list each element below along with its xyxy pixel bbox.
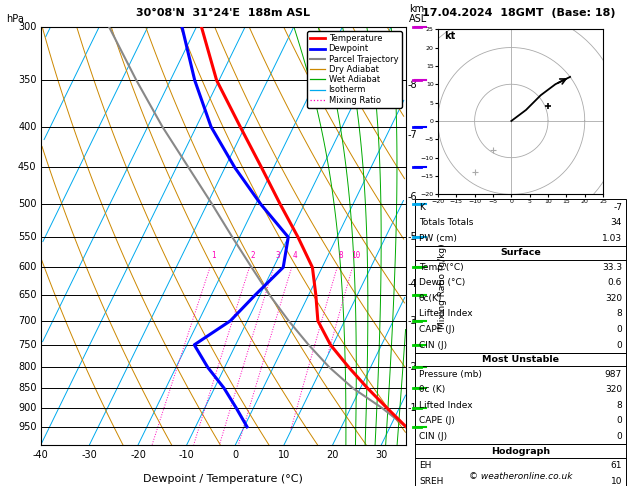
- Text: 10: 10: [611, 477, 622, 486]
- Text: 900: 900: [18, 403, 36, 413]
- Text: 0: 0: [616, 325, 622, 334]
- Text: 500: 500: [18, 199, 36, 209]
- Text: Totals Totals: Totals Totals: [419, 218, 473, 227]
- Text: CIN (J): CIN (J): [419, 432, 447, 441]
- Text: Mixing Ratio (g/kg): Mixing Ratio (g/kg): [438, 243, 447, 329]
- Text: -8: -8: [408, 80, 417, 90]
- Text: 8: 8: [338, 251, 343, 260]
- Text: km
ASL: km ASL: [409, 4, 427, 24]
- Text: 1: 1: [211, 251, 216, 260]
- Text: hPa: hPa: [6, 14, 24, 24]
- Text: 33.3: 33.3: [602, 263, 622, 272]
- Text: Pressure (mb): Pressure (mb): [419, 370, 482, 379]
- Text: 0: 0: [232, 450, 238, 460]
- Text: 350: 350: [18, 75, 36, 85]
- Text: 10: 10: [278, 450, 290, 460]
- Text: SREH: SREH: [419, 477, 443, 486]
- Text: 650: 650: [18, 290, 36, 300]
- Text: 0: 0: [616, 341, 622, 349]
- Text: Dewpoint / Temperature (°C): Dewpoint / Temperature (°C): [143, 474, 303, 484]
- Text: -20: -20: [130, 450, 146, 460]
- Legend: Temperature, Dewpoint, Parcel Trajectory, Dry Adiabat, Wet Adiabat, Isotherm, Mi: Temperature, Dewpoint, Parcel Trajectory…: [307, 31, 401, 108]
- Text: 987: 987: [605, 370, 622, 379]
- Text: CIN (J): CIN (J): [419, 341, 447, 349]
- Text: -1: -1: [408, 403, 417, 413]
- Text: 550: 550: [18, 232, 36, 242]
- Text: 400: 400: [18, 122, 36, 132]
- Text: 34: 34: [611, 218, 622, 227]
- Text: 300: 300: [18, 22, 36, 32]
- Text: 1.03: 1.03: [602, 234, 622, 243]
- Text: 20: 20: [326, 450, 339, 460]
- Text: -7: -7: [613, 203, 622, 211]
- Text: -4: -4: [408, 279, 417, 289]
- Text: EH: EH: [419, 461, 431, 470]
- Text: Lifted Index: Lifted Index: [419, 401, 472, 410]
- Text: K: K: [419, 203, 425, 211]
- Text: 800: 800: [18, 362, 36, 372]
- Text: 8: 8: [616, 310, 622, 318]
- Text: θᴄ(K): θᴄ(K): [419, 294, 442, 303]
- Text: -10: -10: [179, 450, 195, 460]
- Text: 30°08'N  31°24'E  188m ASL: 30°08'N 31°24'E 188m ASL: [136, 8, 310, 18]
- Text: Most Unstable: Most Unstable: [482, 355, 559, 364]
- Text: Surface: Surface: [500, 248, 541, 257]
- Text: -2: -2: [408, 362, 417, 372]
- Text: CAPE (J): CAPE (J): [419, 325, 455, 334]
- Text: 850: 850: [18, 383, 36, 393]
- Text: 2: 2: [251, 251, 255, 260]
- Text: 3: 3: [275, 251, 280, 260]
- Text: 450: 450: [18, 162, 36, 173]
- Text: -3: -3: [408, 316, 417, 326]
- Text: 0.6: 0.6: [608, 278, 622, 287]
- Text: CAPE (J): CAPE (J): [419, 417, 455, 425]
- Text: 30: 30: [376, 450, 387, 460]
- Text: 61: 61: [611, 461, 622, 470]
- Text: -6: -6: [408, 192, 417, 202]
- Text: -40: -40: [33, 450, 49, 460]
- Text: -30: -30: [82, 450, 97, 460]
- Text: Temp (°C): Temp (°C): [419, 263, 464, 272]
- Text: 4: 4: [293, 251, 298, 260]
- Text: 0: 0: [616, 417, 622, 425]
- Text: kt: kt: [445, 31, 456, 41]
- Text: 950: 950: [18, 422, 36, 432]
- Text: 17.04.2024  18GMT  (Base: 18): 17.04.2024 18GMT (Base: 18): [422, 8, 616, 18]
- Text: Lifted Index: Lifted Index: [419, 310, 472, 318]
- Text: Hodograph: Hodograph: [491, 447, 550, 455]
- Text: 0: 0: [616, 432, 622, 441]
- Text: © weatheronline.co.uk: © weatheronline.co.uk: [469, 472, 572, 481]
- Text: -5: -5: [408, 232, 417, 242]
- Text: 320: 320: [605, 385, 622, 394]
- Text: Dewp (°C): Dewp (°C): [419, 278, 465, 287]
- Text: 8: 8: [616, 401, 622, 410]
- Text: PW (cm): PW (cm): [419, 234, 457, 243]
- Text: -7: -7: [408, 130, 417, 140]
- Text: 10: 10: [351, 251, 360, 260]
- Text: 600: 600: [18, 262, 36, 272]
- Text: 700: 700: [18, 316, 36, 326]
- Text: θᴄ (K): θᴄ (K): [419, 385, 445, 394]
- Text: 320: 320: [605, 294, 622, 303]
- Text: 750: 750: [18, 340, 36, 350]
